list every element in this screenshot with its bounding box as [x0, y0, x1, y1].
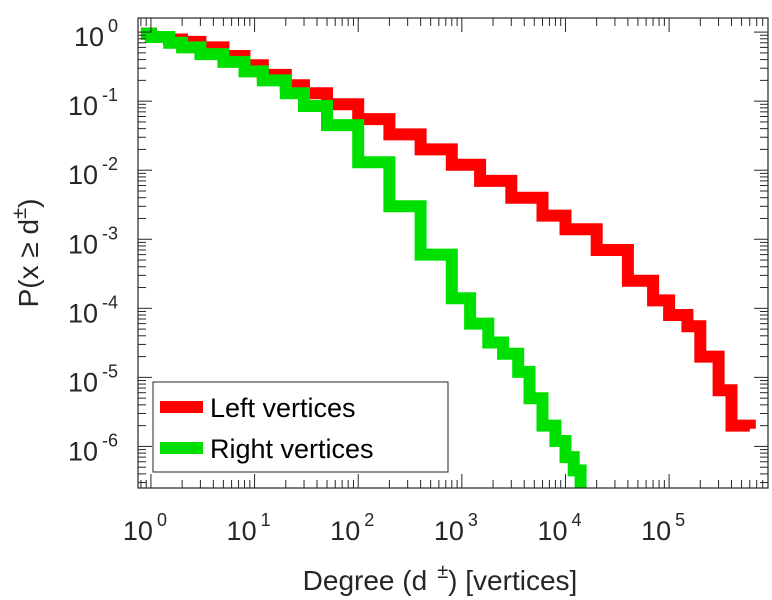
- y-tick-label: 10 0: [74, 16, 118, 52]
- series-line-right-vertices: [140, 27, 587, 488]
- legend-box: [152, 381, 449, 473]
- legend-label-right: Right vertices: [210, 434, 374, 464]
- plot-frame: [137, 17, 769, 489]
- y-tick-label: 10 -2: [68, 154, 118, 190]
- legend-label-left: Left vertices: [210, 393, 356, 423]
- x-tick-label: 10 1: [227, 510, 271, 546]
- y-tick-label: 10 -5: [68, 361, 118, 397]
- x-axis-label: Degree (d ±) [vertices]: [303, 561, 578, 596]
- legend: Left vertices Right vertices: [152, 381, 449, 473]
- x-tick-label: 10 0: [123, 510, 167, 546]
- x-tick-label: 10 4: [537, 510, 581, 546]
- series-line-left-vertices: [140, 27, 756, 432]
- series-layer: [140, 27, 756, 488]
- x-tick-label: 10 2: [330, 510, 374, 546]
- x-tick-label: 10 3: [434, 510, 478, 546]
- y-tick-label: 10 -4: [68, 292, 118, 328]
- y-tick-label: 10 -6: [68, 430, 118, 466]
- y-tick-label: 10 -1: [68, 85, 118, 121]
- x-tick-labels: 10 0 10 1 10 2 10 3 10 4 10 5: [123, 510, 685, 546]
- y-axis-label: P(x ≥ d±): [9, 199, 44, 308]
- minor-ticks: [138, 18, 769, 488]
- x-tick-label: 10 5: [641, 510, 685, 546]
- y-tick-label: 10 -3: [68, 223, 118, 259]
